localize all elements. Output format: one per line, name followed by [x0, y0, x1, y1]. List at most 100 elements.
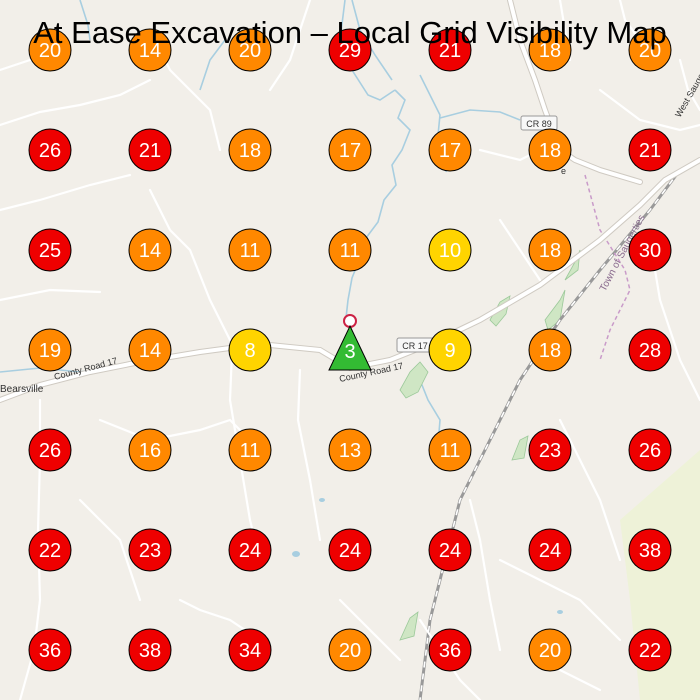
rank-marker[interactable]: 8 — [228, 328, 272, 372]
rank-label: 24 — [339, 540, 361, 562]
rank-circle — [628, 28, 672, 72]
rank-marker[interactable]: 20 — [628, 28, 672, 72]
rank-label: 11 — [240, 240, 261, 262]
rank-marker[interactable]: 14 — [128, 328, 172, 372]
rank-circle — [228, 428, 272, 472]
rank-label: 18 — [239, 140, 261, 162]
rank-marker[interactable]: 11 — [328, 228, 372, 272]
rank-marker[interactable]: 14 — [128, 228, 172, 272]
rank-circle — [328, 428, 372, 472]
rank-label: 22 — [639, 640, 661, 662]
rank-marker[interactable]: 13 — [328, 428, 372, 472]
rank-marker[interactable]: 19 — [28, 328, 72, 372]
rank-label: 26 — [39, 440, 61, 462]
rank-circle — [128, 128, 172, 172]
rank-label: 11 — [440, 440, 461, 462]
rank-marker[interactable]: 17 — [428, 128, 472, 172]
rank-marker[interactable]: 26 — [628, 428, 672, 472]
rank-marker[interactable]: 34 — [228, 628, 272, 672]
rank-marker[interactable]: 11 — [228, 228, 272, 272]
rank-marker[interactable]: 29 — [328, 28, 372, 72]
rank-label: 26 — [639, 440, 661, 462]
rank-label: 20 — [639, 40, 661, 62]
rank-label: 11 — [340, 240, 361, 262]
rank-marker[interactable]: 22 — [28, 528, 72, 572]
center-rank-marker[interactable]: 3 — [328, 324, 372, 371]
rank-marker[interactable]: 38 — [628, 528, 672, 572]
rank-marker[interactable]: 18 — [528, 328, 572, 372]
rank-marker[interactable]: 20 — [528, 628, 572, 672]
rank-label: 30 — [639, 240, 661, 262]
rank-marker[interactable]: 20 — [228, 28, 272, 72]
rank-label: 18 — [539, 340, 561, 362]
rank-marker[interactable]: 24 — [528, 528, 572, 572]
rank-label: 19 — [39, 340, 61, 362]
rank-circle — [28, 28, 72, 72]
rank-label: 17 — [339, 140, 361, 162]
rank-marker[interactable]: 11 — [428, 428, 472, 472]
rank-circle — [628, 228, 672, 272]
rank-label: 38 — [139, 640, 161, 662]
rank-label: 18 — [539, 140, 561, 162]
rank-marker[interactable]: 18 — [528, 128, 572, 172]
rank-marker[interactable]: 14 — [128, 28, 172, 72]
rank-marker[interactable]: 9 — [428, 328, 472, 372]
cr89-label: CR 89 — [526, 119, 552, 129]
rank-marker[interactable]: 26 — [28, 428, 72, 472]
rank-circle — [328, 28, 372, 72]
rank-label: 18 — [539, 240, 561, 262]
rank-marker[interactable]: 28 — [628, 328, 672, 372]
rank-label: 13 — [339, 440, 361, 462]
rank-label: 25 — [39, 240, 61, 262]
rank-circle — [528, 428, 572, 472]
rank-marker[interactable]: 20 — [328, 628, 372, 672]
rank-marker[interactable]: 11 — [228, 428, 272, 472]
rank-circle — [428, 328, 472, 372]
rank-label: 20 — [239, 40, 261, 62]
cr89-badge — [520, 115, 558, 131]
rank-marker[interactable]: 24 — [328, 528, 372, 572]
rank-marker[interactable]: 21 — [128, 128, 172, 172]
rank-circle — [528, 528, 572, 572]
rank-marker[interactable]: 30 — [628, 228, 672, 272]
rank-marker[interactable]: 22 — [628, 628, 672, 672]
rank-label: 10 — [439, 240, 461, 262]
rank-circle — [428, 128, 472, 172]
rank-marker[interactable]: 18 — [528, 228, 572, 272]
rank-label: 23 — [539, 440, 561, 462]
rank-marker[interactable]: 36 — [28, 628, 72, 672]
rank-marker[interactable]: 21 — [628, 128, 672, 172]
rank-marker[interactable]: 17 — [328, 128, 372, 172]
rank-circle — [28, 428, 72, 472]
rank-label: 17 — [439, 140, 461, 162]
rank-marker[interactable]: 18 — [228, 128, 272, 172]
rank-circle — [428, 628, 472, 672]
rank-marker[interactable]: 38 — [128, 628, 172, 672]
rank-label: 21 — [439, 40, 461, 62]
rank-circle — [128, 428, 172, 472]
rank-circle — [228, 528, 272, 572]
rank-marker[interactable]: 24 — [228, 528, 272, 572]
rank-marker[interactable]: 20 — [28, 28, 72, 72]
rank-marker[interactable]: 36 — [428, 628, 472, 672]
rank-marker[interactable]: 23 — [128, 528, 172, 572]
rank-marker[interactable]: 10 — [428, 228, 472, 272]
rank-circle — [628, 128, 672, 172]
rank-label: 24 — [439, 540, 461, 562]
rank-label: 23 — [139, 540, 161, 562]
rank-circle — [628, 528, 672, 572]
rank-marker[interactable]: 23 — [528, 428, 572, 472]
rank-label: 14 — [139, 40, 161, 62]
rank-marker[interactable]: 21 — [428, 28, 472, 72]
rank-label: 18 — [539, 40, 561, 62]
rank-circle — [428, 228, 472, 272]
rank-marker[interactable]: 18 — [528, 28, 572, 72]
rank-marker[interactable]: 16 — [128, 428, 172, 472]
rank-label: 8 — [244, 340, 255, 362]
rank-marker[interactable]: 24 — [428, 528, 472, 572]
rank-label: 14 — [139, 240, 161, 262]
rank-marker[interactable]: 26 — [28, 128, 72, 172]
rank-marker[interactable]: 25 — [28, 228, 72, 272]
rank-label: 21 — [139, 140, 161, 162]
